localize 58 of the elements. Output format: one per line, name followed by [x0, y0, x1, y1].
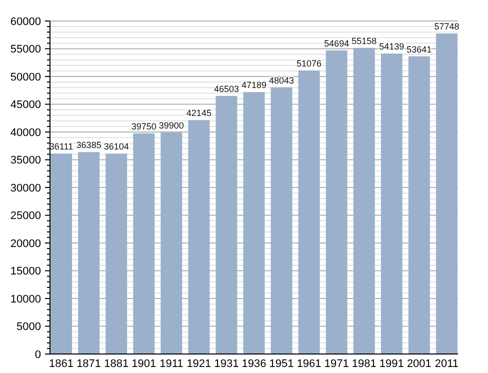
x-tick-label: 1861 — [49, 358, 74, 370]
x-tick-label: 1951 — [269, 358, 294, 370]
x-tick-label: 1936 — [242, 358, 266, 370]
bar — [216, 96, 238, 354]
bar — [106, 154, 128, 354]
bar — [380, 54, 402, 354]
y-tick-label: 10000 — [10, 293, 41, 306]
y-tick-label: 5000 — [16, 321, 41, 334]
x-tick-label: 1881 — [104, 358, 129, 370]
data-label: 57748 — [434, 22, 460, 32]
y-tick-label: 50000 — [10, 71, 41, 84]
bar — [50, 154, 72, 354]
bar — [188, 120, 210, 354]
data-label: 36111 — [49, 142, 74, 152]
y-tick-label: 35000 — [10, 154, 41, 167]
bar — [160, 132, 182, 354]
y-tick-label: 55000 — [10, 44, 41, 56]
x-tick-label: 1911 — [160, 358, 184, 370]
data-label: 36104 — [104, 142, 129, 152]
data-label: 55158 — [352, 36, 377, 46]
y-tick-label: 15000 — [10, 266, 41, 278]
data-label: 36385 — [76, 140, 102, 150]
y-tick-label: 25000 — [10, 210, 41, 222]
bar — [436, 34, 458, 354]
x-tick-label: 1871 — [76, 358, 102, 370]
x-tick-label: 1921 — [186, 358, 212, 370]
data-label: 51076 — [296, 58, 322, 69]
y-tick-label: 0 — [34, 348, 41, 361]
x-tick-label: 2011 — [434, 358, 459, 370]
x-tick-label: 1931 — [214, 358, 239, 370]
bar — [326, 50, 348, 354]
data-label: 53641 — [406, 44, 432, 54]
bar — [408, 56, 430, 354]
y-tick-label: 30000 — [10, 182, 41, 194]
y-tick-label: 60000 — [10, 16, 41, 28]
data-label: 39750 — [131, 121, 156, 132]
y-tick-label: 20000 — [10, 238, 41, 250]
data-label: 46503 — [214, 84, 239, 94]
bar — [298, 70, 320, 354]
data-label: 42145 — [186, 108, 212, 118]
x-tick-label: 1901 — [132, 358, 156, 370]
bar — [353, 48, 375, 354]
x-tick-label: 2001 — [406, 358, 432, 370]
data-label: 39900 — [158, 120, 184, 131]
y-tick-label: 40000 — [10, 126, 41, 139]
bar — [78, 152, 100, 354]
bar — [133, 133, 155, 354]
data-label: 47189 — [241, 80, 267, 90]
y-tick-label: 45000 — [10, 99, 41, 112]
x-tick-label: 1991 — [379, 358, 404, 370]
x-tick-label: 1971 — [324, 358, 349, 370]
data-label: 54694 — [324, 38, 350, 48]
x-tick-label: 1961 — [296, 358, 322, 370]
data-label: 54139 — [379, 42, 404, 52]
bar — [243, 92, 265, 354]
data-label: 48043 — [269, 75, 294, 86]
x-tick-label: 1981 — [352, 358, 376, 370]
bar — [270, 87, 292, 354]
